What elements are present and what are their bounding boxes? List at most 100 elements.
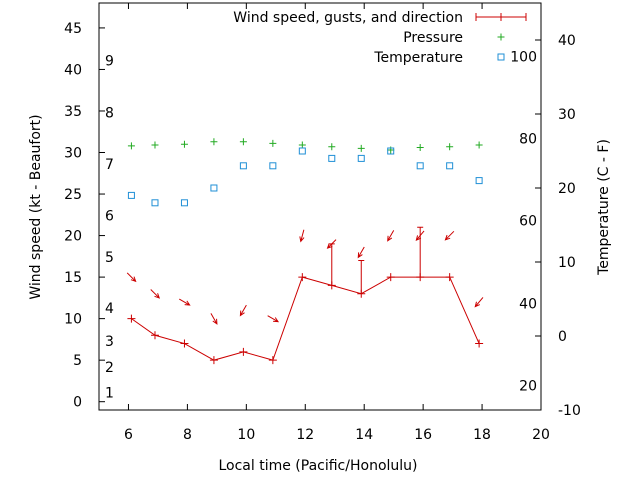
y2-tick-label: 10 xyxy=(558,255,576,271)
pressure-point xyxy=(446,143,454,151)
pressure-point xyxy=(127,142,135,150)
temperature-point xyxy=(475,177,483,185)
fahrenheit-label: 100 xyxy=(510,49,537,65)
x-tick-label: 10 xyxy=(237,427,255,443)
wind-direction-arrow xyxy=(387,230,395,242)
wind-direction-arrow xyxy=(415,230,425,242)
wind-direction-arrow xyxy=(126,272,137,283)
beaufort-label: 7 xyxy=(105,157,114,173)
temperature-point xyxy=(127,191,135,199)
beaufort-label: 2 xyxy=(105,360,114,376)
wind-direction-arrow xyxy=(299,229,305,243)
wind-direction-arrow xyxy=(239,304,247,317)
x-tick-label: 12 xyxy=(296,427,314,443)
temperature-point xyxy=(416,162,424,170)
y-tick-label: 15 xyxy=(64,270,82,286)
legend-label-temperature: Temperature xyxy=(373,50,463,66)
x-tick-label: 20 xyxy=(532,427,550,443)
temperature-point xyxy=(328,154,336,162)
pressure-point xyxy=(475,141,483,149)
y-axis-label: Wind speed (kt - Beaufort) xyxy=(28,114,44,299)
pressure-point xyxy=(180,140,188,148)
temperature-point xyxy=(151,199,159,207)
axis-ticks: 6 8 10 12 14 16 18 20051015202530354045-1001020… xyxy=(64,3,581,443)
temperature-point xyxy=(387,147,395,155)
y-tick-label: 35 xyxy=(64,104,82,120)
fahrenheit-label: 40 xyxy=(519,296,537,312)
legend-swatch-temperature xyxy=(497,53,505,61)
y2-tick-label: 0 xyxy=(558,329,567,345)
y2-axis-label: Temperature (C - F) xyxy=(596,139,612,276)
x-tick-label: 16 xyxy=(414,427,432,443)
pressure-point xyxy=(357,144,365,152)
beaufort-label: 1 xyxy=(105,386,114,402)
wind-direction-arrow xyxy=(150,289,161,299)
pressure-point xyxy=(269,139,277,147)
x-axis-label: Local time (Pacific/Honolulu) xyxy=(218,458,417,474)
wind-speed-point xyxy=(150,331,159,340)
pressure-point xyxy=(151,141,159,149)
wind-speed-point xyxy=(239,347,248,356)
wind-gust-bar xyxy=(328,243,335,286)
wind-speed-point xyxy=(298,273,307,282)
pressure-point xyxy=(239,138,247,146)
temperature-point xyxy=(239,162,247,170)
fahrenheit-label: 20 xyxy=(519,379,537,395)
legend: Wind speed, gusts, and direction Pressure… xyxy=(233,10,527,66)
beaufort-label: 9 xyxy=(105,53,114,69)
plot-marks xyxy=(126,138,484,365)
pressure-point xyxy=(328,143,336,151)
legend-label-pressure: Pressure xyxy=(403,30,463,46)
x-tick-label: 14 xyxy=(355,427,373,443)
wind-speed-point xyxy=(386,273,395,282)
wind-direction-arrow xyxy=(210,313,218,325)
y-tick-label: 40 xyxy=(64,62,82,78)
legend-swatch-wind xyxy=(475,13,527,21)
wind-direction-arrow xyxy=(326,239,337,249)
wind-direction-arrow xyxy=(267,315,280,323)
wind-speed-point xyxy=(475,339,484,348)
wind-direction-arrow xyxy=(474,297,484,308)
y-tick-label: 20 xyxy=(64,229,82,245)
y2-tick-label: 30 xyxy=(558,107,576,123)
beaufort-label: 3 xyxy=(105,334,114,350)
fahrenheit-label: 80 xyxy=(519,131,537,147)
y-tick-label: 30 xyxy=(64,146,82,162)
legend-swatch-pressure xyxy=(497,33,505,41)
wind-direction-arrow xyxy=(357,246,365,259)
y-tick-label: 10 xyxy=(64,312,82,328)
y2-tick-label: -10 xyxy=(558,403,581,419)
y2-tick-label: 20 xyxy=(558,181,576,197)
pressure-point xyxy=(210,138,218,146)
wind-gust-bar xyxy=(417,226,424,278)
wind-speed-point xyxy=(180,339,189,348)
temperature-point xyxy=(298,147,306,155)
wind-speed-point xyxy=(445,273,454,282)
temperature-point xyxy=(357,154,365,162)
fahrenheit-label: 60 xyxy=(519,214,537,230)
wind-speed-point xyxy=(268,356,277,365)
beaufort-label: 5 xyxy=(105,250,114,266)
x-tick-label: 18 xyxy=(473,427,491,443)
wind-speed-point xyxy=(209,356,218,365)
wind-gust-bar xyxy=(358,259,365,294)
temperature-point xyxy=(446,162,454,170)
y-tick-label: 5 xyxy=(73,353,82,369)
x-tick-label: 6 xyxy=(124,427,133,443)
beaufort-label: 4 xyxy=(105,301,114,317)
wind-direction-arrow xyxy=(179,298,191,306)
beaufort-label: 8 xyxy=(105,106,114,122)
wind-speed-line xyxy=(131,276,480,361)
pressure-point xyxy=(416,144,424,152)
y-tick-label: 25 xyxy=(64,187,82,203)
wind-speed-point xyxy=(127,314,136,323)
y-tick-label: 0 xyxy=(73,395,82,411)
wind-direction-arrow xyxy=(444,230,455,241)
y2-tick-label: 40 xyxy=(558,33,576,49)
plot-frame xyxy=(98,2,542,411)
temperature-point xyxy=(210,184,218,192)
legend-label-wind: Wind speed, gusts, and direction xyxy=(233,10,463,26)
beaufort-label: 6 xyxy=(105,209,114,225)
pressure-point xyxy=(298,141,306,149)
